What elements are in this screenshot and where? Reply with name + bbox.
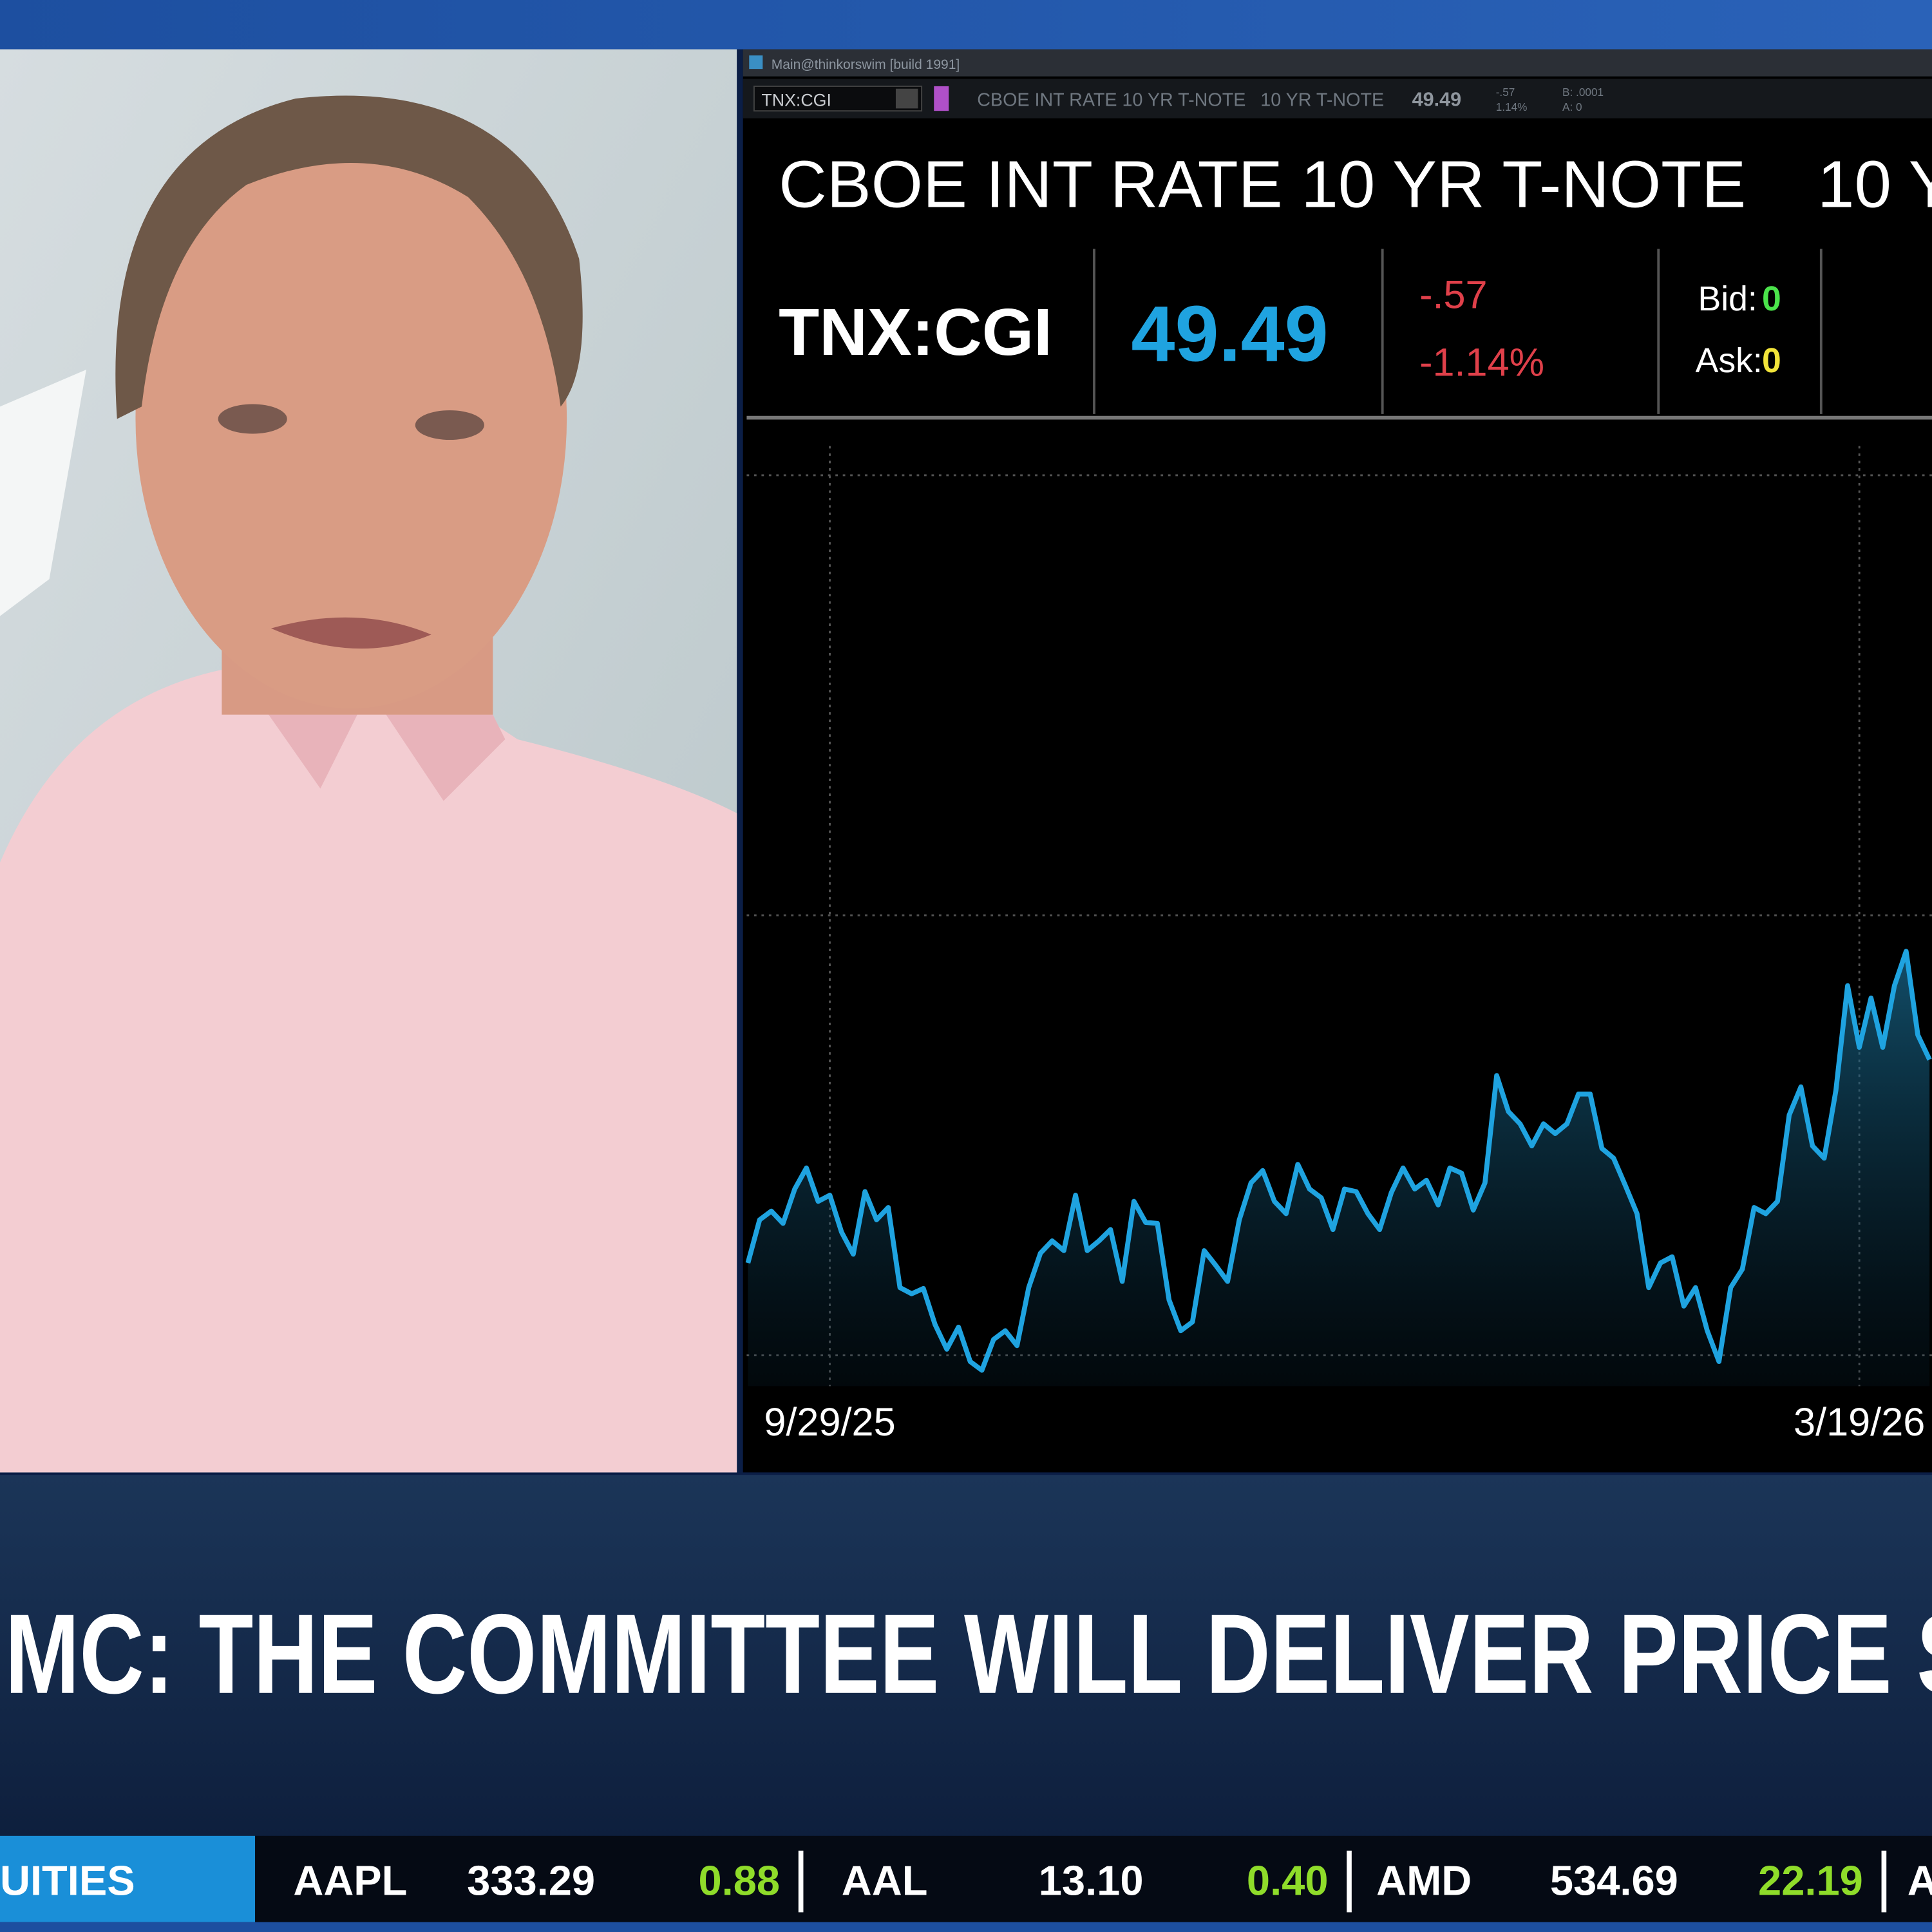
bid-label: Bid: <box>1698 280 1757 318</box>
symbol-dropdown[interactable] <box>895 88 918 109</box>
header-symbol: TNX:CGI <box>779 294 1052 369</box>
ask-label: Ask: <box>1696 342 1763 380</box>
toolbar-percent: 1.14% <box>1496 100 1528 113</box>
header-last: 49.49 <box>1131 290 1328 378</box>
shirt <box>0 640 737 1473</box>
ticker-change: 0.88 <box>698 1857 780 1904</box>
ticker-separator <box>1881 1850 1887 1913</box>
window-titlebar <box>743 49 1932 77</box>
hair <box>115 95 583 419</box>
headline: MC: THE COMMITTEE WILL DELIVER PRICE S <box>5 1591 1932 1718</box>
ticker-change: 22.19 <box>1758 1857 1863 1904</box>
ticker-change: 0.40 <box>1247 1857 1329 1904</box>
ticker-bar <box>0 1835 1932 1922</box>
ticker-separator <box>798 1850 804 1913</box>
header-change: -.57 <box>1419 272 1488 316</box>
ticker-price: 333.29 <box>467 1857 595 1904</box>
toolbar-short-name: 10 YR T-NOTE <box>1260 90 1384 111</box>
link-icon[interactable] <box>934 86 949 111</box>
toolbar-bid: B: .0001 <box>1562 86 1604 99</box>
app-icon <box>749 55 763 70</box>
window-title: Main@thinkorswim [build 1991] <box>772 57 960 72</box>
ticker-next: A <box>1908 1857 1932 1904</box>
top-bar <box>0 0 1932 50</box>
ticker-section: UITIES <box>0 1857 135 1904</box>
toolbar-description: CBOE INT RATE 10 YR T-NOTE <box>977 90 1245 111</box>
ticker-symbol: AAL <box>842 1857 928 1904</box>
plot-area: 9/29/25 3/19/26 <box>745 446 1932 1444</box>
area <box>748 951 1930 1387</box>
ticker-symbol: AMD <box>1376 1857 1472 1904</box>
toolbar-symbol: TNX:CGI <box>761 91 831 110</box>
mouth <box>270 617 431 649</box>
ticker-price: 534.69 <box>1550 1857 1678 1904</box>
bottom-strip <box>0 1922 1932 1932</box>
ticker-price: 13.10 <box>1039 1857 1144 1904</box>
toolbar-change: -.57 <box>1496 86 1515 99</box>
ticker-symbol: AAPL <box>293 1857 407 1904</box>
bid-value: 0 <box>1762 280 1781 318</box>
eye <box>218 404 287 434</box>
face <box>135 129 567 709</box>
header-subtitle: 10 Y <box>1817 146 1932 221</box>
chart-window: Main@thinkorswim [build 1991] TNX:CGI CB… <box>743 49 1932 1473</box>
window-light <box>0 369 86 616</box>
ticker-separator <box>1347 1850 1352 1913</box>
x-tick-label: 9/29/25 <box>764 1400 895 1444</box>
ticker-items: AAPL 333.29 0.88 AAL 13.10 0.40 AMD 534.69 22.19 <box>293 1850 1887 1913</box>
toolbar-last: 49.49 <box>1412 89 1462 111</box>
eye <box>415 410 484 440</box>
ask-value: 0 <box>1762 342 1781 380</box>
symbol-box[interactable] <box>753 85 923 112</box>
x-tick-label: 3/19/26 <box>1794 1400 1925 1444</box>
ticker-section-box <box>0 1835 256 1922</box>
headline-band <box>0 1475 1932 1836</box>
video-panel <box>0 49 737 1473</box>
header-percent: -1.14% <box>1419 341 1544 384</box>
line <box>745 949 1932 1373</box>
header-title: CBOE INT RATE 10 YR T-NOTE <box>779 146 1746 221</box>
toolbar-ask: A: 0 <box>1562 100 1582 113</box>
